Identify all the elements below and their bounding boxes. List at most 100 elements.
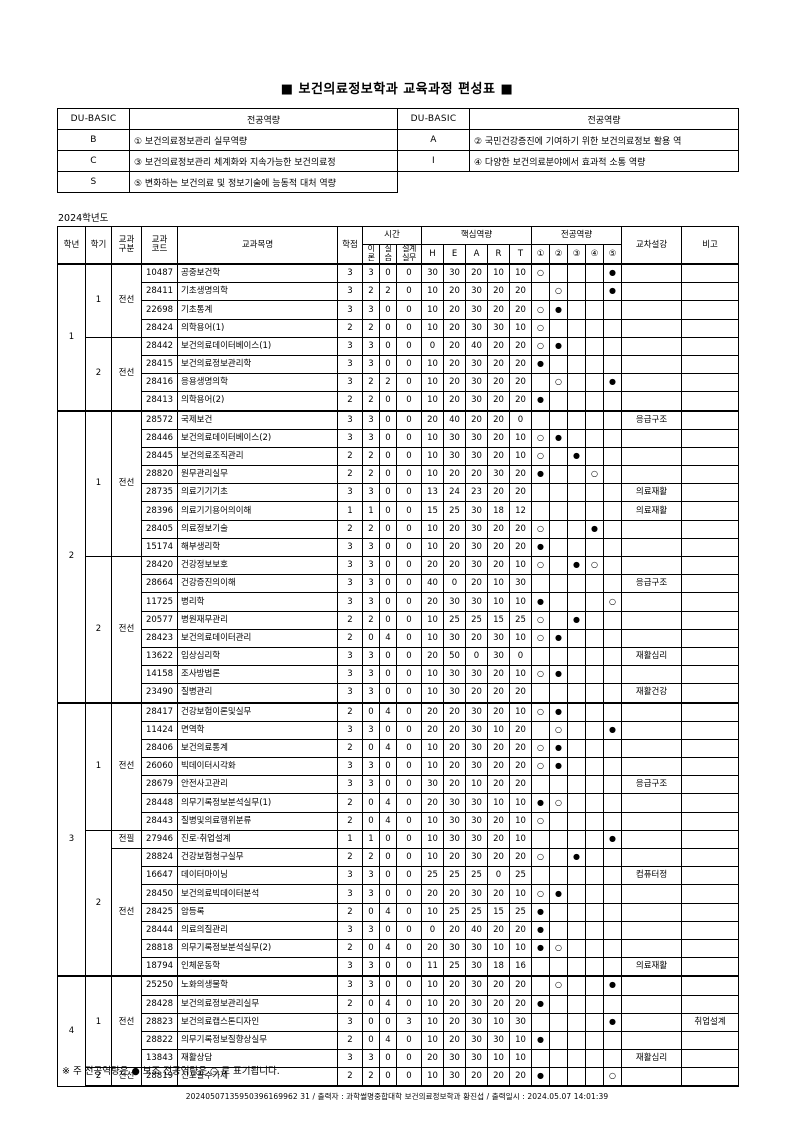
cell-core-t: 10 (508, 628, 533, 648)
table-row[interactable]: 28413 의학용어(2) 2 2 0 0 10 20 30 20 20 (58, 391, 740, 412)
cell-hours-theory: 3 (362, 665, 380, 685)
cell-core-a: 30 (465, 1030, 488, 1051)
cell-remarks (681, 354, 740, 375)
cell-hours-practice: 4 (379, 628, 397, 648)
cell-division: 전선 (111, 848, 142, 977)
hours-design-line1: 설계 (402, 244, 416, 254)
table-row[interactable]: 2 전필 27946 진로·취업설계 1 1 0 0 10 30 30 20 10 (58, 829, 740, 977)
table-row[interactable]: 28664 건강증진의이해 3 3 0 0 40 0 20 10 30 응급구조 (58, 574, 740, 594)
legend-code-b: B (57, 129, 130, 151)
table-row[interactable]: 20577 병원재무관리 2 2 0 0 10 25 25 15 25 (58, 610, 740, 630)
cell-division: 전선 (111, 336, 142, 412)
cell-hours-design: 0 (396, 628, 422, 648)
cell-major-competency-4 (585, 957, 605, 977)
cell-core-h: 0 (421, 920, 444, 940)
cell-hours-practice: 2 (379, 373, 397, 393)
cell-major-competency-1 (531, 975, 551, 996)
table-row[interactable]: 28448 의무기록정보분석실무(1) 2 0 4 0 20 30 30 10 10 (58, 793, 740, 813)
cell-credit: 3 (337, 574, 363, 594)
cell-core-e: 20 (443, 318, 466, 338)
table-row[interactable]: 28445 보건의료조직관리 2 2 0 0 10 30 30 20 10 (58, 446, 740, 467)
cell-cross-listing (621, 757, 683, 777)
cell-core-h: 10 (421, 975, 444, 996)
cell-core-e: 20 (443, 994, 466, 1014)
cell-hours-practice: 0 (379, 610, 397, 630)
cell-major-competency-3 (567, 866, 587, 886)
table-row[interactable]: 28450 보건의료빅데이터분석 3 3 0 0 20 20 30 20 10 (58, 884, 740, 904)
table-row[interactable]: 1 1 전선 10487 공중보건학 3 3 0 0 30 30 20 10 10 (57, 263, 740, 412)
table-row[interactable]: 4 1 전선 25250 노화의생물학 3 3 0 0 10 20 30 20 20 (57, 975, 740, 1087)
cell-core-h: 20 (421, 1049, 444, 1069)
cell-core-a: 30 (465, 519, 488, 539)
cell-credit: 1 (337, 501, 363, 521)
table-row[interactable]: 28735 의료기기기초 3 3 0 0 13 24 23 20 20 의료재활 (58, 483, 740, 503)
cell-course-code: 28448 (141, 793, 178, 813)
table-row[interactable]: 11725 병리학 3 3 0 0 20 30 30 10 10 (58, 592, 740, 612)
table-row[interactable]: 2 전선 28819 신포괄수가제 2 2 0 0 10 30 20 20 20 (58, 1067, 740, 1088)
table-row[interactable]: 3 1 전선 28417 건강보험이론및실무 2 0 4 0 20 20 30 20 10 (57, 701, 740, 977)
table-row[interactable]: 28423 보건의료데이터관리 2 0 4 0 10 30 20 30 10 (58, 628, 740, 648)
primary-competency-marker-icon (567, 446, 587, 467)
table-row[interactable]: 11424 면역학 3 3 0 0 20 20 30 10 20 (58, 720, 740, 740)
cell-major-competency-1 (531, 373, 551, 393)
cell-remarks (681, 1049, 740, 1069)
table-row[interactable]: 18794 인체운동학 3 3 0 0 11 25 30 18 16 의료재활 (58, 957, 740, 977)
cell-year: 1 (57, 263, 86, 412)
cell-core-t: 20 (508, 975, 533, 996)
table-row[interactable]: 2 전선 28442 보건의료데이터베이스(1) 3 3 0 0 0 20 40 20 20 (58, 336, 740, 412)
table-row[interactable]: 28416 응용생명의학 3 2 2 0 10 20 30 20 20 (58, 373, 740, 393)
cell-major-competency-2 (549, 391, 569, 412)
table-row[interactable]: 13622 임상심리학 3 3 0 0 20 50 0 30 0 재활심리 (58, 646, 740, 667)
cell-major-competency-2 (549, 1049, 569, 1069)
table-row[interactable]: 28444 의료의질관리 3 3 0 0 0 20 40 20 20 (58, 920, 740, 940)
table-row[interactable]: 23490 질병관리 3 3 0 0 10 30 20 20 20 재활건강 (58, 683, 740, 704)
primary-competency-marker-icon (603, 263, 623, 284)
cell-hours-practice: 4 (379, 902, 397, 922)
table-row[interactable]: 14158 조사방법론 3 3 0 0 10 30 30 20 10 (58, 665, 740, 685)
cell-major-competency-2 (549, 646, 569, 667)
col-header-core-t: T (508, 244, 533, 266)
cell-course-code: 28424 (141, 318, 178, 338)
cell-division: 전선 (111, 409, 142, 558)
cell-core-h: 25 (421, 866, 444, 886)
cell-hours-practice: 0 (379, 775, 397, 795)
cell-credit: 2 (337, 318, 363, 338)
table-row[interactable]: 28822 의무기록정보질향상실무 2 0 4 0 10 20 30 30 10 (58, 1030, 740, 1051)
cell-core-r: 20 (487, 282, 510, 302)
table-row[interactable]: 28415 보건의료정보관리학 3 3 0 0 10 20 30 20 20 (58, 354, 740, 375)
cell-hours-design: 0 (396, 701, 422, 722)
table-row[interactable]: 28425 암등록 2 0 4 0 10 25 25 15 25 (58, 902, 740, 922)
table-row[interactable]: 28443 질병및의료행위분류 2 0 4 0 10 30 30 20 10 (58, 811, 740, 831)
table-row[interactable]: 28405 의료정보기술 2 2 0 0 10 20 30 20 20 (58, 519, 740, 539)
table-row[interactable]: 28679 안전사고관리 3 3 0 0 30 20 10 20 20 응급구조 (58, 775, 740, 795)
table-row[interactable]: 28428 보건의료정보관리실무 2 0 4 0 10 20 30 20 20 (58, 994, 740, 1014)
table-row[interactable]: 22698 기초통계 3 3 0 0 10 20 30 20 20 (58, 300, 740, 320)
cell-course-name: 보건의료빅데이터분석 (177, 884, 338, 904)
table-row[interactable]: 2 1 전선 28572 국제보건 3 3 0 0 20 40 20 20 0 응급구조 (57, 409, 740, 704)
table-row[interactable]: 28820 원무관리실무 2 2 0 0 10 20 20 30 20 (58, 465, 740, 485)
table-row[interactable]: 28823보건의료캡스톤디자인30031020301030취업설계 (58, 1012, 740, 1032)
secondary-competency-marker-icon (531, 701, 551, 722)
cell-credit: 2 (337, 938, 363, 959)
table-row[interactable]: 전선 28824 건강보험청구실무 2 2 0 0 10 20 30 20 20 (58, 848, 740, 977)
table-row[interactable]: 28396 의료기기용어의이해 1 1 0 0 15 25 30 18 12 의료재활 (58, 501, 740, 521)
cell-credit: 2 (337, 610, 363, 630)
cell-hours-practice: 0 (379, 665, 397, 685)
cell-course-code: 28425 (141, 902, 178, 922)
table-row[interactable]: 28411 기초생명의학 3 2 2 0 10 20 30 20 20 (58, 282, 740, 302)
cell-major-competency-2 (549, 866, 569, 886)
cell-course-name: 보건의료통계 (177, 738, 338, 759)
table-row[interactable]: 28406 보건의료통계 2 0 4 0 10 20 30 20 20 (58, 738, 740, 759)
cell-hours-design: 0 (396, 1067, 422, 1088)
table-row[interactable]: 28818 의무기록정보분석실무(2) 2 0 4 0 20 30 30 10 10 (58, 938, 740, 959)
cell-core-e: 30 (443, 592, 466, 612)
table-row[interactable]: 16647 데이터마이닝 3 3 0 0 25 25 25 0 25 컴퓨터정 (58, 866, 740, 886)
table-row[interactable]: 15174 해부생리학 3 3 0 0 10 20 30 20 20 (58, 537, 740, 558)
table-row[interactable]: 28446 보건의료데이터베이스(2) 3 3 0 0 10 30 30 20 10 (58, 428, 740, 448)
cell-major-competency-4 (585, 701, 605, 722)
table-row[interactable]: 26060 빅데이터시각화 3 3 0 0 10 20 30 20 20 (58, 757, 740, 777)
table-row[interactable]: 13843 재활상담 3 3 0 0 20 30 30 10 10 재활심리 (58, 1049, 740, 1069)
table-row[interactable]: 28424 의학용어(1) 2 2 0 0 10 20 30 30 10 (58, 318, 740, 338)
table-row[interactable]: 2 전선 28420 건강정보보호 3 3 0 0 20 20 30 20 10 (58, 556, 740, 704)
cell-cross-listing: 재활심리 (621, 1049, 683, 1069)
